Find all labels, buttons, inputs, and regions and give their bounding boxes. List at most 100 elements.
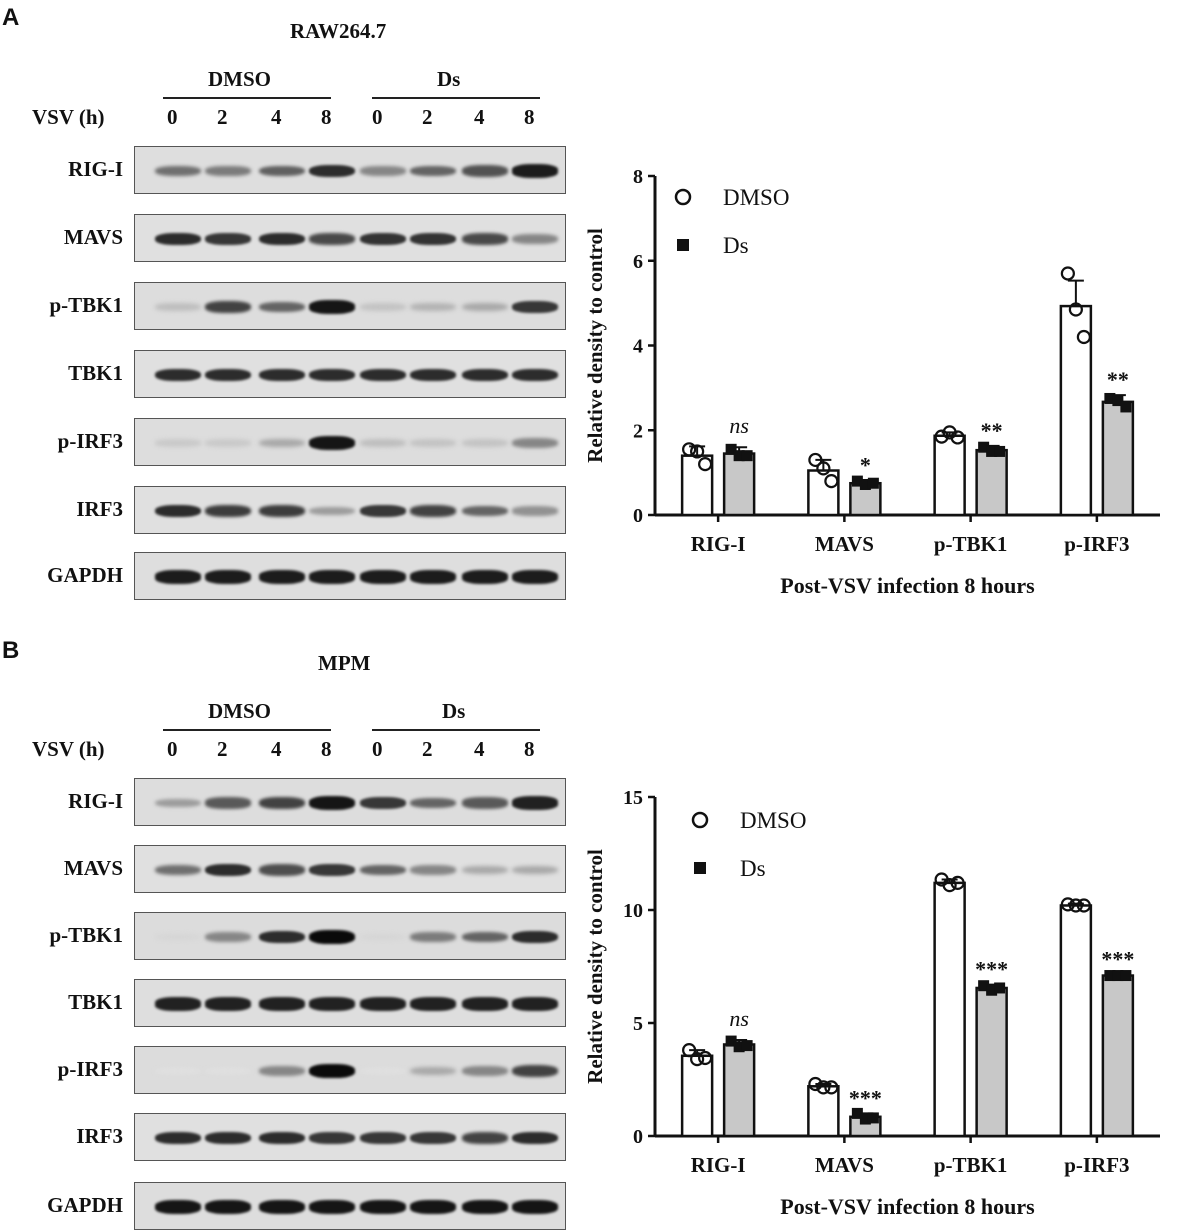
data-point: [690, 444, 705, 459]
legend-label: DMSO: [723, 185, 789, 210]
blot-band: [259, 504, 305, 518]
group-label-ds-b: Ds: [442, 699, 466, 723]
blot-band: [512, 300, 558, 314]
blot-band: [259, 165, 305, 177]
blot-band: [155, 798, 201, 808]
blot-band: [410, 303, 456, 311]
data-point: [741, 450, 753, 462]
timepoint-label: 4: [474, 105, 485, 129]
significance-label: **: [981, 418, 1003, 443]
category-label: p-IRF3: [1064, 1153, 1129, 1177]
data-point: [1120, 970, 1132, 982]
blot-row-label: p-TBK1: [49, 293, 123, 317]
blot-band: [309, 164, 355, 178]
y-tick-label: 15: [623, 787, 643, 809]
blot-band: [360, 368, 406, 382]
blot-band: [512, 1131, 558, 1145]
blot-band: [205, 301, 251, 313]
blot-band: [309, 436, 355, 450]
blot-band: [155, 1131, 201, 1145]
x-axis-label: Post-VSV infection 8 hours: [780, 1194, 1035, 1219]
blot-band: [155, 864, 201, 876]
blot-row-label: IRF3: [76, 497, 123, 521]
data-point: [950, 875, 965, 890]
category-label: MAVS: [815, 1153, 874, 1177]
blot-row-label: TBK1: [68, 361, 123, 385]
cell-line-title-b: MPM: [318, 651, 371, 675]
data-point: [725, 1035, 737, 1047]
data-point: [1060, 897, 1075, 912]
data-point: [934, 429, 949, 444]
group-underline-ds-b: [372, 729, 540, 731]
blot-band: [410, 797, 456, 809]
blot-band: [410, 570, 456, 584]
data-point: [978, 441, 990, 453]
blot-band: [360, 570, 406, 584]
time-axis-label-b: VSV (h): [32, 737, 105, 761]
timepoint-label: 2: [422, 737, 433, 761]
significance-label: ***: [975, 957, 1008, 982]
blot-strip: [134, 552, 566, 600]
bar-chart-b: 0 5 10 15 Relative density to control Post-VS…: [583, 787, 1160, 1219]
data-point: [733, 450, 745, 462]
blot-band: [462, 1066, 508, 1076]
blot-row-label: p-TBK1: [49, 923, 123, 947]
data-point: [725, 443, 737, 455]
significance-label: *: [860, 453, 871, 478]
blot-band: [259, 930, 305, 944]
bar: [933, 434, 966, 517]
time-axis-label-a: VSV (h): [32, 105, 105, 129]
blot-strip: [134, 486, 566, 534]
group-underline-dmso-a: [163, 97, 331, 99]
data-point: [816, 1080, 831, 1095]
y-tick-label: 5: [633, 1013, 643, 1035]
blot-row-label: RIG-I: [68, 789, 123, 813]
blot-band: [259, 570, 305, 584]
bar: [807, 1085, 840, 1138]
blot-band: [462, 505, 508, 517]
blot-strip: [134, 282, 566, 330]
blot-band: [259, 368, 305, 382]
bar: [1101, 974, 1135, 1138]
data-point: [682, 1043, 697, 1058]
blot-band: [259, 438, 305, 448]
blot-band: [259, 864, 305, 876]
blot-band: [205, 439, 251, 447]
panel-label-b: B: [2, 637, 20, 664]
blot-strip: [134, 350, 566, 398]
cell-line-title-a: RAW264.7: [290, 19, 387, 43]
data-point: [816, 461, 831, 476]
category-label: p-TBK1: [934, 532, 1008, 556]
data-point: [994, 445, 1006, 457]
blot-band: [205, 1131, 251, 1145]
blot-band: [512, 234, 558, 244]
blot-band: [309, 368, 355, 382]
timepoint-label: 0: [167, 105, 178, 129]
blot-band: [155, 997, 201, 1011]
blot-band: [309, 506, 355, 516]
blot-band: [155, 232, 201, 246]
blot-band: [462, 997, 508, 1011]
bar: [1059, 304, 1093, 517]
blot-row-label: GAPDH: [47, 1193, 123, 1217]
blot-band: [155, 439, 201, 447]
category-label: RIG-I: [691, 1153, 746, 1177]
blot-row-label: MAVS: [63, 225, 123, 249]
blot-band: [205, 997, 251, 1011]
y-axis-label: Relative density to control: [583, 228, 607, 463]
bar: [722, 452, 756, 517]
data-point: [698, 1050, 713, 1066]
category-label: MAVS: [815, 532, 874, 556]
blot-band: [462, 931, 508, 943]
blot-band: [512, 997, 558, 1011]
blot-band: [360, 504, 406, 518]
blot-band: [205, 166, 251, 176]
blot-band: [155, 368, 201, 382]
blot-band: [360, 1067, 406, 1075]
legend-label: DMSO: [740, 808, 806, 833]
bar: [1101, 400, 1135, 517]
legend-label: Ds: [723, 233, 749, 258]
significance-label: ns: [729, 413, 749, 438]
blot-band: [462, 368, 508, 382]
